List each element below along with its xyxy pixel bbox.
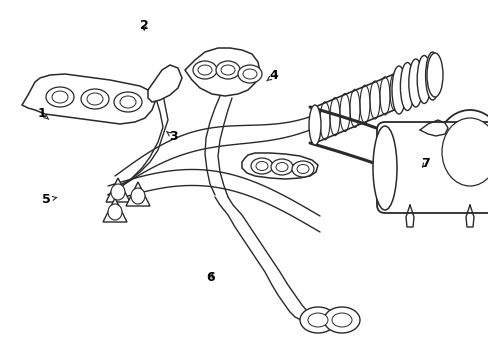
Polygon shape: [184, 48, 260, 96]
Ellipse shape: [324, 307, 359, 333]
Text: 3: 3: [166, 130, 178, 143]
FancyBboxPatch shape: [376, 122, 488, 213]
Ellipse shape: [434, 110, 488, 194]
Ellipse shape: [256, 162, 267, 171]
Ellipse shape: [243, 69, 257, 79]
Text: 6: 6: [205, 271, 214, 284]
Ellipse shape: [46, 87, 74, 107]
Ellipse shape: [408, 59, 422, 107]
Polygon shape: [106, 178, 130, 202]
Ellipse shape: [441, 118, 488, 186]
Ellipse shape: [331, 313, 351, 327]
Ellipse shape: [114, 92, 142, 112]
Polygon shape: [103, 198, 127, 222]
Ellipse shape: [275, 162, 287, 171]
Text: 1: 1: [37, 107, 49, 120]
Text: 5: 5: [42, 193, 57, 206]
Text: 2: 2: [140, 19, 148, 32]
Ellipse shape: [296, 165, 308, 174]
Polygon shape: [22, 74, 155, 124]
Ellipse shape: [216, 61, 240, 79]
Ellipse shape: [299, 307, 335, 333]
Ellipse shape: [372, 126, 396, 210]
Ellipse shape: [400, 63, 413, 111]
Polygon shape: [242, 153, 317, 179]
Polygon shape: [126, 182, 150, 206]
Ellipse shape: [131, 188, 145, 204]
Ellipse shape: [250, 158, 272, 174]
Ellipse shape: [81, 89, 109, 109]
Ellipse shape: [291, 161, 313, 177]
Ellipse shape: [221, 65, 235, 75]
Ellipse shape: [87, 93, 103, 105]
Ellipse shape: [307, 313, 327, 327]
Text: 7: 7: [420, 157, 429, 170]
Ellipse shape: [111, 184, 125, 200]
Ellipse shape: [238, 65, 262, 83]
Text: 4: 4: [266, 69, 278, 82]
Ellipse shape: [425, 52, 439, 100]
Ellipse shape: [308, 105, 320, 145]
Polygon shape: [148, 65, 182, 102]
Ellipse shape: [120, 96, 136, 108]
Ellipse shape: [198, 65, 212, 75]
Ellipse shape: [108, 204, 122, 220]
Ellipse shape: [416, 55, 430, 104]
Ellipse shape: [193, 61, 217, 79]
Ellipse shape: [270, 159, 292, 175]
Ellipse shape: [391, 66, 405, 114]
Ellipse shape: [52, 91, 68, 103]
Ellipse shape: [426, 53, 442, 97]
